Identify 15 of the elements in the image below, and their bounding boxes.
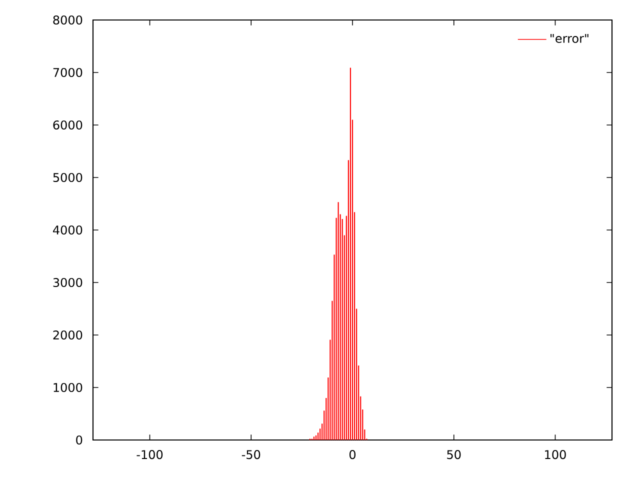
y-tick-label: 3000	[53, 278, 82, 288]
x-tick-label: -100	[136, 450, 163, 460]
legend-label: "error"	[550, 34, 588, 43]
y-tick-label: 8000	[53, 15, 82, 25]
y-tick-label: 7000	[53, 68, 82, 78]
y-tick-label: 1000	[54, 382, 82, 392]
y-tick-label: 2000	[53, 330, 82, 340]
y-tick-label: 4000	[53, 225, 82, 235]
y-tick-label: 6000	[53, 120, 82, 130]
x-tick-label: -50	[242, 450, 260, 460]
y-tick-label: 0	[76, 435, 82, 445]
x-tick-label: 100	[545, 450, 566, 460]
x-tick-label: 50	[447, 450, 461, 460]
y-tick-label: 5000	[53, 172, 82, 182]
x-tick-label: 0	[349, 450, 356, 460]
